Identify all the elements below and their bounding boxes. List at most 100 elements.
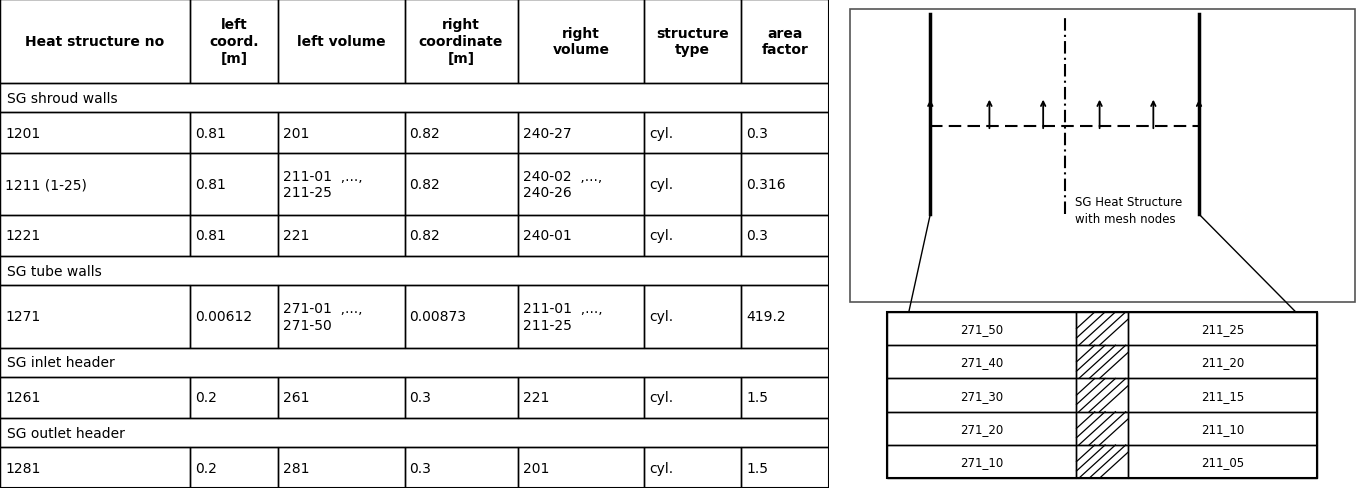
Bar: [887, 445, 1076, 478]
Bar: [1128, 346, 1318, 379]
Bar: [1076, 379, 1128, 412]
Bar: [742, 0, 829, 83]
Text: 419.2: 419.2: [746, 310, 786, 324]
Text: 271_30: 271_30: [960, 389, 1004, 402]
Bar: [189, 286, 278, 348]
Text: 240-27: 240-27: [522, 126, 572, 141]
Bar: [278, 0, 404, 83]
Bar: [189, 0, 278, 83]
Bar: [189, 216, 278, 256]
Text: 211_15: 211_15: [1201, 389, 1245, 402]
Bar: [0, 377, 189, 418]
Text: 221: 221: [522, 391, 548, 405]
Bar: [404, 377, 518, 418]
Text: 0.82: 0.82: [410, 229, 440, 243]
Text: cyl.: cyl.: [648, 391, 673, 405]
Text: 271_40: 271_40: [960, 356, 1004, 368]
Bar: [742, 286, 829, 348]
Text: cyl.: cyl.: [648, 461, 673, 475]
Text: 0.2: 0.2: [195, 391, 217, 405]
Text: SG inlet header: SG inlet header: [7, 356, 114, 369]
Text: cyl.: cyl.: [648, 178, 673, 192]
Bar: [189, 154, 278, 216]
Bar: [1128, 412, 1318, 445]
Text: area
factor: area factor: [762, 26, 809, 57]
Bar: [1076, 346, 1128, 379]
Bar: [518, 0, 644, 83]
Bar: [518, 286, 644, 348]
Bar: [0, 83, 829, 113]
Bar: [189, 377, 278, 418]
Bar: [644, 286, 742, 348]
Bar: [278, 154, 404, 216]
Text: 1211 (1-25): 1211 (1-25): [5, 178, 86, 192]
Bar: [278, 377, 404, 418]
Text: left volume: left volume: [298, 35, 385, 49]
Bar: [404, 154, 518, 216]
Bar: [189, 113, 278, 154]
Bar: [0, 348, 829, 377]
Bar: [742, 216, 829, 256]
Text: 1261: 1261: [5, 391, 40, 405]
Bar: [404, 216, 518, 256]
Text: 1.5: 1.5: [746, 461, 768, 475]
Bar: [644, 216, 742, 256]
Text: right
coordinate
[m]: right coordinate [m]: [420, 18, 503, 65]
Bar: [742, 377, 829, 418]
Text: cyl.: cyl.: [648, 310, 673, 324]
Bar: [278, 216, 404, 256]
Bar: [644, 377, 742, 418]
Bar: [278, 286, 404, 348]
Bar: [644, 113, 742, 154]
Text: 211_20: 211_20: [1201, 356, 1245, 368]
Bar: [404, 0, 518, 83]
Text: SG shroud walls: SG shroud walls: [7, 91, 118, 105]
Bar: [1128, 312, 1318, 346]
Text: 0.3: 0.3: [746, 126, 768, 141]
Text: 1.5: 1.5: [746, 391, 768, 405]
Text: left
coord.
[m]: left coord. [m]: [210, 18, 259, 65]
Text: 1271: 1271: [5, 310, 40, 324]
Bar: [1128, 445, 1318, 478]
Bar: [742, 113, 829, 154]
Text: 0.82: 0.82: [410, 126, 440, 141]
Bar: [0, 216, 189, 256]
Text: 0.81: 0.81: [195, 178, 226, 192]
Text: 271_50: 271_50: [960, 323, 1004, 335]
Text: 0.2: 0.2: [195, 461, 217, 475]
Text: 0.316: 0.316: [746, 178, 786, 192]
Text: 211_10: 211_10: [1201, 422, 1245, 435]
Bar: [887, 312, 1318, 478]
Bar: [404, 286, 518, 348]
Text: 0.81: 0.81: [195, 126, 226, 141]
Bar: [1128, 379, 1318, 412]
Bar: [189, 447, 278, 488]
Text: 211_05: 211_05: [1201, 455, 1245, 468]
Bar: [0, 256, 829, 286]
Text: 271_10: 271_10: [960, 455, 1004, 468]
Text: 271_20: 271_20: [960, 422, 1004, 435]
Text: 271-01  ,...,
271-50: 271-01 ,..., 271-50: [282, 302, 362, 332]
Bar: [278, 447, 404, 488]
Bar: [404, 447, 518, 488]
Bar: [404, 113, 518, 154]
Bar: [742, 447, 829, 488]
Bar: [887, 412, 1076, 445]
Text: 0.00873: 0.00873: [410, 310, 466, 324]
Bar: [0, 154, 189, 216]
Bar: [887, 346, 1076, 379]
Text: 0.81: 0.81: [195, 229, 226, 243]
Bar: [518, 447, 644, 488]
Text: 281: 281: [282, 461, 310, 475]
Text: 1201: 1201: [5, 126, 40, 141]
Text: cyl.: cyl.: [648, 126, 673, 141]
Text: Heat structure no: Heat structure no: [25, 35, 165, 49]
Text: 1281: 1281: [5, 461, 40, 475]
Text: SG tube walls: SG tube walls: [7, 264, 101, 278]
Bar: [518, 113, 644, 154]
Text: 211-01  ,...,
211-25: 211-01 ,..., 211-25: [522, 302, 602, 332]
Bar: [518, 216, 644, 256]
Bar: [644, 154, 742, 216]
Bar: [518, 154, 644, 216]
Bar: [518, 377, 644, 418]
